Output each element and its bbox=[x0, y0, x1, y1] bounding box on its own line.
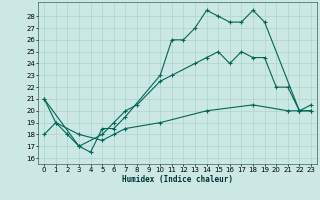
X-axis label: Humidex (Indice chaleur): Humidex (Indice chaleur) bbox=[122, 175, 233, 184]
